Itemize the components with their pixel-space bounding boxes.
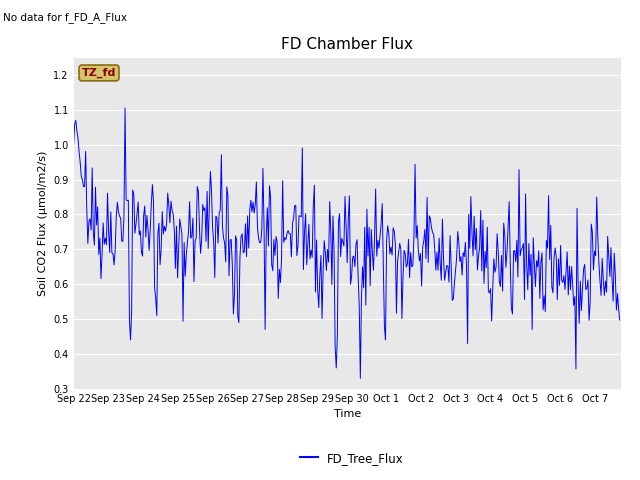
Text: No data for f_FD_A_Flux: No data for f_FD_A_Flux <box>3 12 127 23</box>
Legend: FD_Tree_Flux: FD_Tree_Flux <box>295 447 409 469</box>
Y-axis label: Soil CO2 Flux (μmol/m2/s): Soil CO2 Flux (μmol/m2/s) <box>38 151 48 296</box>
X-axis label: Time: Time <box>333 409 361 419</box>
Title: FD Chamber Flux: FD Chamber Flux <box>281 37 413 52</box>
Text: TZ_fd: TZ_fd <box>82 68 116 78</box>
